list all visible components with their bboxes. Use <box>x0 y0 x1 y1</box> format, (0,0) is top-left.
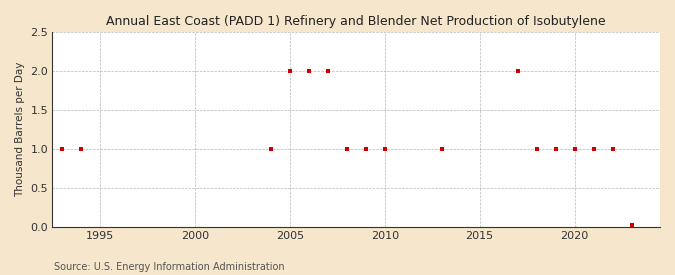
Point <box>626 223 637 227</box>
Point <box>569 147 580 151</box>
Point <box>76 147 86 151</box>
Text: Source: U.S. Energy Information Administration: Source: U.S. Energy Information Administ… <box>54 262 285 272</box>
Point <box>436 147 447 151</box>
Y-axis label: Thousand Barrels per Day: Thousand Barrels per Day <box>15 62 25 197</box>
Point <box>607 147 618 151</box>
Title: Annual East Coast (PADD 1) Refinery and Blender Net Production of Isobutylene: Annual East Coast (PADD 1) Refinery and … <box>107 15 606 28</box>
Point <box>360 147 371 151</box>
Point <box>342 147 352 151</box>
Point <box>379 147 390 151</box>
Point <box>531 147 542 151</box>
Point <box>265 147 276 151</box>
Point <box>512 69 523 73</box>
Point <box>303 69 314 73</box>
Point <box>550 147 561 151</box>
Point <box>57 147 68 151</box>
Point <box>588 147 599 151</box>
Point <box>284 69 295 73</box>
Point <box>323 69 333 73</box>
